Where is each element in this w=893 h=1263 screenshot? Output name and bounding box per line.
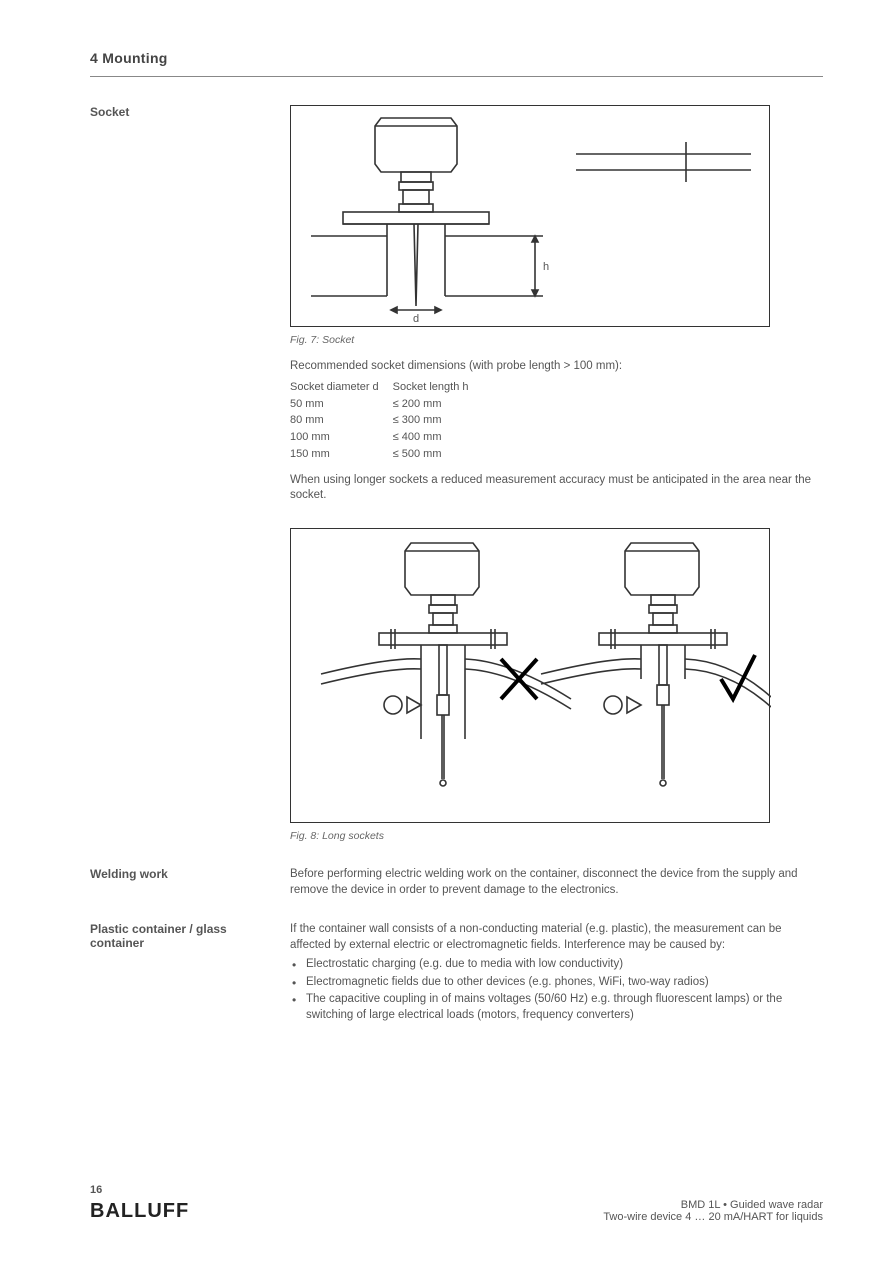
table-row: 150 mm	[290, 446, 393, 463]
table-row: ≤ 200 mm	[393, 396, 483, 413]
plastic-intro: If the container wall consists of a non-…	[290, 922, 823, 953]
figure-socket: d h	[290, 105, 770, 327]
table-row: 100 mm	[290, 429, 393, 446]
figure2-caption: Fig. 8: Long sockets	[290, 829, 823, 843]
section-label-welding: Welding work	[90, 867, 290, 898]
table-row: 80 mm	[290, 412, 393, 429]
table-row: 50 mm	[290, 396, 393, 413]
page-number: 16	[90, 1184, 189, 1196]
table-row: ≤ 500 mm	[393, 446, 483, 463]
socket-dimensions-table: Socket diameter d Socket length h 50 mm≤…	[290, 379, 483, 463]
fig1-label-h: h	[543, 261, 549, 273]
bullet-item: Electromagnetic fields due to other devi…	[290, 975, 823, 991]
brand-logo: BALLUFF	[90, 1200, 189, 1223]
col-length: Socket length h	[393, 379, 483, 396]
bullet-item: Electrostatic charging (e.g. due to medi…	[290, 957, 823, 973]
figure1-caption: Fig. 7: Socket	[290, 333, 823, 347]
footer-line2: Two-wire device 4 … 20 mA/HART for liqui…	[603, 1211, 823, 1223]
socket-table-intro: Recommended socket dimensions (with prob…	[290, 359, 823, 375]
header-rule	[90, 76, 823, 77]
col-diameter: Socket diameter d	[290, 379, 393, 396]
section-label-socket: Socket	[90, 105, 290, 504]
bullet-item: The capacitive coupling in of mains volt…	[290, 992, 823, 1023]
fig1-label-d: d	[413, 313, 419, 325]
footer-line1: BMD 1L • Guided wave radar	[603, 1199, 823, 1211]
welding-text: Before performing electric welding work …	[290, 867, 823, 898]
page-footer: 16 BALLUFF BMD 1L • Guided wave radar Tw…	[90, 1184, 823, 1223]
section-label-plastic: Plastic container / glass container	[90, 922, 290, 1025]
figure-long-sockets	[290, 528, 770, 823]
socket-note: When using longer sockets a reduced meas…	[290, 473, 823, 504]
table-row: ≤ 400 mm	[393, 429, 483, 446]
chapter-title: 4 Mounting	[90, 50, 823, 66]
table-row: ≤ 300 mm	[393, 412, 483, 429]
